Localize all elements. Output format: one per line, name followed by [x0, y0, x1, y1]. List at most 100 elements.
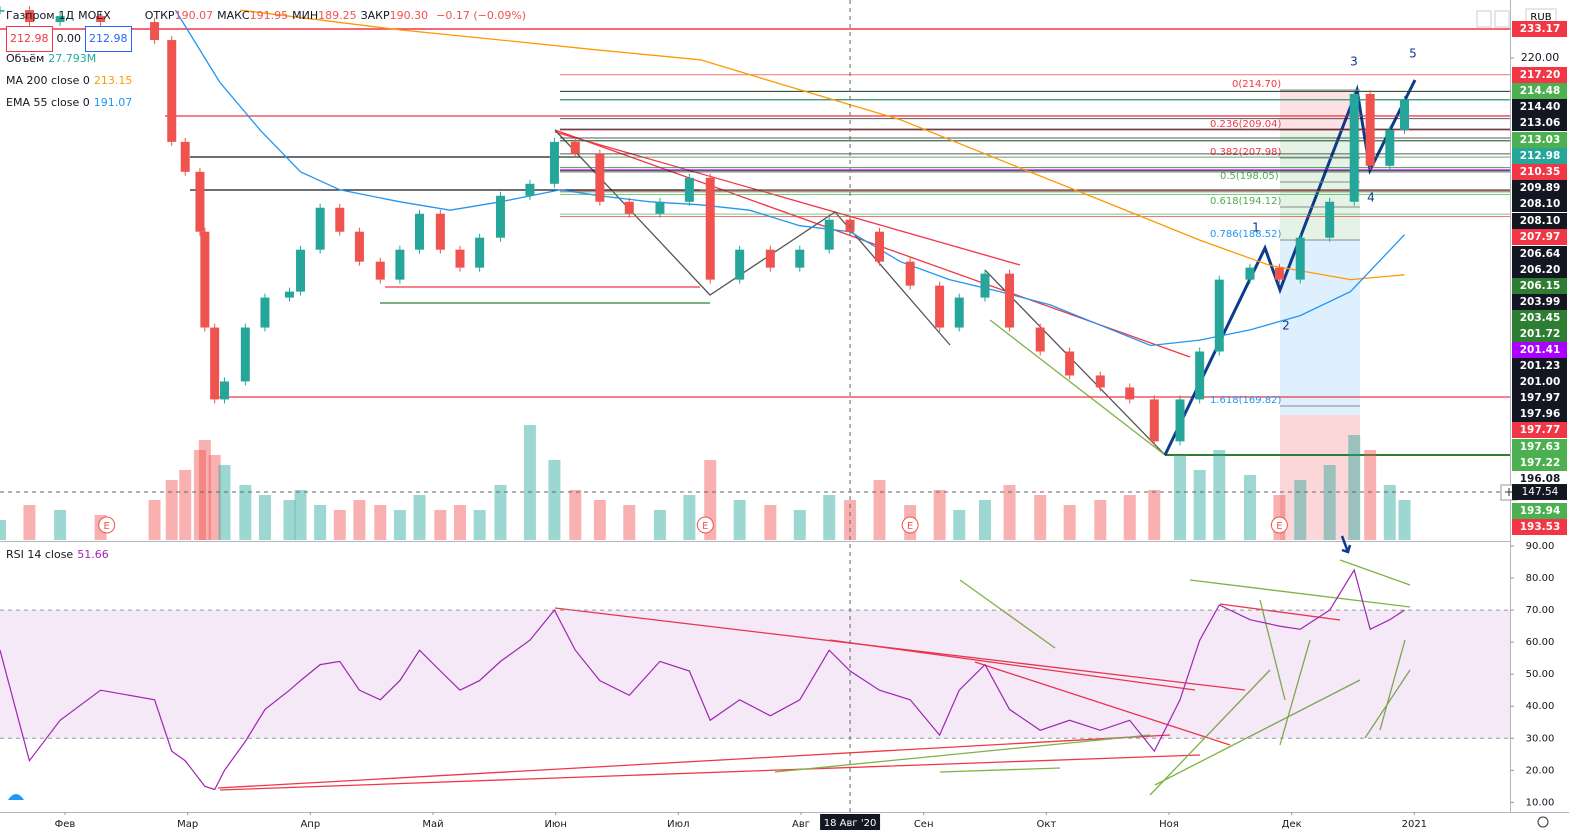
fib-zone	[1280, 90, 1360, 130]
fib-label: 0(214.70)	[1232, 79, 1281, 90]
candle	[1095, 375, 1105, 388]
volume-bar	[393, 510, 406, 540]
rsi-tick-label: 20.00	[1526, 765, 1555, 776]
volume-bar	[258, 495, 271, 540]
price-label-bg	[1512, 229, 1567, 245]
price-label: 197.96	[1520, 408, 1561, 420]
volume-bar	[1094, 500, 1107, 540]
candle	[905, 261, 915, 286]
volume-bar	[1034, 495, 1047, 540]
ma-value: 213.15	[93, 74, 133, 87]
volume-bar	[1348, 435, 1361, 540]
volume-bar	[434, 510, 447, 540]
candle	[475, 237, 485, 268]
price-label: 197.97	[1520, 392, 1561, 404]
event-marker	[901, 516, 919, 534]
candle	[210, 327, 220, 400]
fib-zone	[1280, 415, 1360, 540]
ohlc-value: 191.95	[249, 9, 289, 22]
candle	[765, 249, 775, 268]
x-tick-label: Фев	[55, 819, 76, 830]
candle	[375, 261, 385, 280]
event-label: E	[1276, 521, 1282, 532]
ohlc: ОТКР190.07 МАКС191.95 МИН189.25 ЗАКР190.30	[145, 9, 432, 22]
volume-bar	[733, 500, 746, 540]
candle	[435, 213, 445, 250]
axes: RUB 220.00233.17217.20214.48214.40213.06…	[55, 8, 1567, 830]
candle	[180, 141, 190, 172]
trend-line	[774, 734, 1151, 773]
candle	[1214, 279, 1224, 352]
x-tick-label: Авг	[792, 819, 810, 830]
volume-bar	[333, 510, 346, 540]
trend-line	[1149, 669, 1271, 796]
price-label-bg	[1512, 164, 1567, 180]
currency: RUB	[1530, 12, 1551, 23]
trend-line	[939, 767, 1061, 773]
price-label-bg	[1512, 374, 1567, 390]
price-label-bg	[1512, 519, 1567, 535]
plus-icon	[1505, 488, 1513, 496]
price-label-bg	[1512, 358, 1567, 374]
trend-line	[217, 734, 1171, 789]
arrow	[1340, 535, 1352, 554]
volume-bar	[453, 505, 466, 540]
wave-label: 1	[1252, 221, 1260, 235]
candle	[219, 381, 229, 400]
price-label: 206.15	[1520, 280, 1561, 292]
settings-icon[interactable]	[1537, 816, 1549, 828]
volume-bar	[933, 490, 946, 540]
volume-bar	[953, 510, 966, 540]
event-marker	[1270, 516, 1288, 534]
wave-label: 5	[1409, 47, 1417, 61]
price-label-bg	[1512, 310, 1567, 326]
price-label-bg	[1512, 455, 1567, 471]
volume-bar	[239, 485, 252, 540]
price-label-bg	[1512, 406, 1567, 422]
price-label-bg	[1512, 180, 1567, 196]
button[interactable]	[1476, 10, 1492, 28]
candle	[395, 249, 405, 280]
price-label-bg	[1512, 115, 1567, 131]
legend: Газпром 1Д MOEX ОТКР190.07 МАКС191.95 МИН189.…	[6, 8, 530, 114]
candle	[315, 207, 325, 250]
trend-line	[989, 319, 1166, 456]
x-tick-label: Июл	[667, 819, 689, 830]
price-label-bg	[1512, 390, 1567, 406]
price-label: 212.98	[1520, 150, 1561, 162]
price-label-bg	[1512, 471, 1567, 487]
price-label: 208.10	[1520, 198, 1561, 210]
x-tick-label: Май	[422, 819, 443, 830]
rsi-tick-label: 40.00	[1526, 701, 1555, 712]
price-label-bg	[1512, 21, 1567, 37]
button[interactable]	[1494, 10, 1510, 28]
event-label: E	[907, 521, 913, 532]
volume-bar	[198, 440, 211, 540]
volume-bar	[1294, 480, 1307, 540]
candle	[415, 213, 425, 250]
volume-bar	[294, 490, 307, 540]
wave-label: 2	[1282, 319, 1290, 333]
volume-bar	[23, 505, 36, 540]
crosshair-y-bg	[1512, 484, 1567, 501]
candle	[1349, 93, 1359, 202]
candle	[735, 249, 745, 280]
price-label-bg	[1512, 439, 1567, 455]
rsi-value: 51.66	[77, 548, 109, 561]
crosshair-x-bg	[820, 814, 881, 830]
price-label-bg	[1512, 148, 1567, 164]
rsi-tick-label: 10.00	[1526, 797, 1555, 808]
price-label: 206.64	[1520, 248, 1561, 260]
candle	[195, 171, 205, 232]
fib-label: 0.618(194.12)	[1210, 196, 1282, 207]
price-label: 203.45	[1520, 312, 1561, 324]
x-tick-label: Апр	[300, 819, 320, 830]
price-label-bg	[1512, 422, 1567, 438]
candle	[1365, 93, 1375, 166]
candle	[1065, 351, 1075, 376]
candle	[595, 153, 605, 202]
volume-bar	[165, 480, 178, 540]
volume-legend: Объём	[6, 52, 45, 65]
volume-bar	[0, 520, 6, 540]
interval: 1Д	[58, 9, 75, 22]
